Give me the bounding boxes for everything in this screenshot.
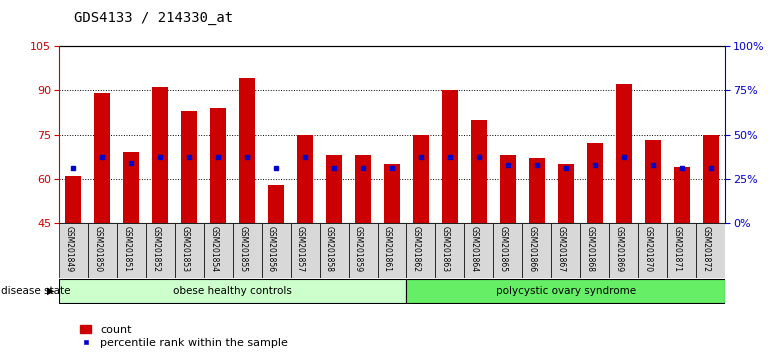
Text: disease state: disease state <box>1 286 71 296</box>
Bar <box>268 185 284 223</box>
Text: GSM201868: GSM201868 <box>586 226 595 272</box>
Bar <box>291 223 320 278</box>
Text: GSM201853: GSM201853 <box>180 226 189 272</box>
Text: GSM201864: GSM201864 <box>470 226 479 272</box>
Text: GSM201849: GSM201849 <box>64 226 73 272</box>
Bar <box>551 223 580 278</box>
Text: ▶: ▶ <box>47 286 55 296</box>
Bar <box>558 164 574 223</box>
Bar <box>644 141 661 223</box>
Bar <box>378 223 406 278</box>
Bar <box>175 223 204 278</box>
Bar <box>262 223 291 278</box>
Text: GSM201871: GSM201871 <box>673 226 682 272</box>
Text: GSM201866: GSM201866 <box>528 226 537 272</box>
Legend: count, percentile rank within the sample: count, percentile rank within the sample <box>80 325 288 348</box>
Bar <box>181 111 197 223</box>
Bar <box>117 223 146 278</box>
Bar <box>152 87 169 223</box>
Bar <box>500 155 516 223</box>
Bar <box>297 135 313 223</box>
Bar <box>529 158 545 223</box>
Bar <box>615 84 632 223</box>
Bar <box>493 223 522 278</box>
Bar <box>59 279 406 303</box>
Bar <box>88 223 117 278</box>
Bar <box>471 120 487 223</box>
Bar <box>123 152 140 223</box>
Bar <box>320 223 349 278</box>
Bar <box>94 93 111 223</box>
Bar <box>406 223 435 278</box>
Text: GSM201865: GSM201865 <box>499 226 508 272</box>
Text: polycystic ovary syndrome: polycystic ovary syndrome <box>495 286 636 296</box>
Text: GSM201851: GSM201851 <box>122 226 131 272</box>
Bar <box>406 279 725 303</box>
Bar <box>59 223 88 278</box>
Text: GSM201863: GSM201863 <box>441 226 450 272</box>
Bar <box>435 223 464 278</box>
Text: GSM201855: GSM201855 <box>238 226 247 272</box>
Bar <box>609 223 638 278</box>
Bar <box>210 108 226 223</box>
Bar <box>580 223 609 278</box>
Text: GSM201857: GSM201857 <box>296 226 305 272</box>
Bar <box>204 223 233 278</box>
Text: GSM201852: GSM201852 <box>151 226 160 272</box>
Text: GSM201867: GSM201867 <box>557 226 566 272</box>
Bar <box>638 223 667 278</box>
Bar <box>65 176 82 223</box>
Text: GSM201854: GSM201854 <box>209 226 218 272</box>
Bar <box>696 223 725 278</box>
Bar <box>587 143 603 223</box>
Bar <box>233 223 262 278</box>
Bar <box>673 167 690 223</box>
Bar <box>146 223 175 278</box>
Bar <box>667 223 696 278</box>
Bar <box>442 90 458 223</box>
Text: GDS4133 / 214330_at: GDS4133 / 214330_at <box>74 11 234 25</box>
Bar <box>239 79 255 223</box>
Text: obese healthy controls: obese healthy controls <box>173 286 292 296</box>
Text: GSM201869: GSM201869 <box>615 226 624 272</box>
Text: GSM201862: GSM201862 <box>412 226 421 272</box>
Bar <box>413 135 429 223</box>
Bar <box>522 223 551 278</box>
Text: GSM201858: GSM201858 <box>325 226 334 272</box>
Bar <box>384 164 400 223</box>
Bar <box>702 135 719 223</box>
Bar <box>326 155 342 223</box>
Text: GSM201859: GSM201859 <box>354 226 363 272</box>
Text: GSM201856: GSM201856 <box>267 226 276 272</box>
Text: GSM201861: GSM201861 <box>383 226 392 272</box>
Bar <box>349 223 378 278</box>
Text: GSM201850: GSM201850 <box>93 226 102 272</box>
Text: GSM201870: GSM201870 <box>644 226 653 272</box>
Text: GSM201872: GSM201872 <box>702 226 711 272</box>
Bar <box>464 223 493 278</box>
Bar <box>355 155 371 223</box>
